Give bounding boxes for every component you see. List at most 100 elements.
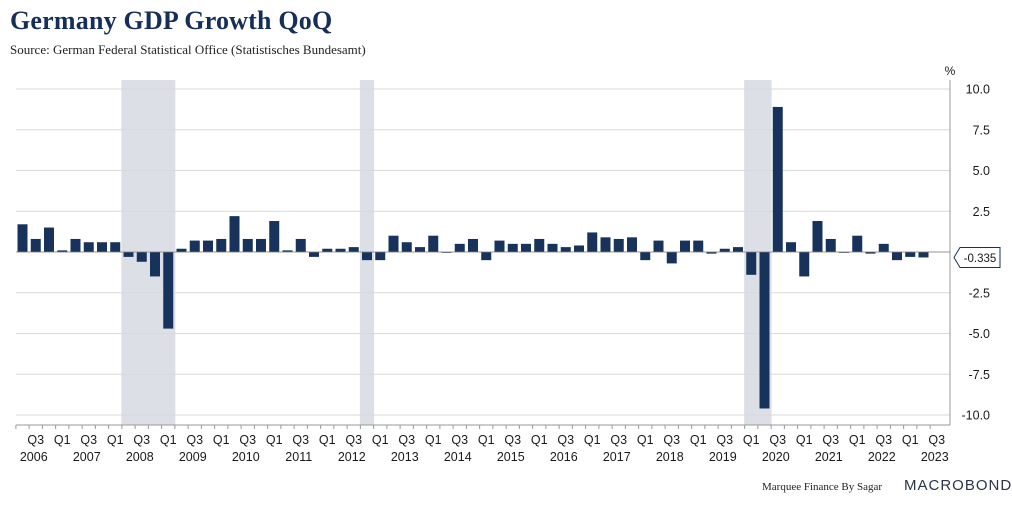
x-quarter-label: Q3 [239,433,256,447]
bar-2011Q3 [295,238,306,252]
x-year-label: 2018 [656,450,684,464]
x-quarter-label: Q1 [54,433,71,447]
bar-2016Q4 [574,245,584,252]
x-quarter-label: Q1 [531,433,548,447]
x-quarter-label: Q3 [610,433,627,447]
bar-2014Q1 [428,235,439,252]
x-quarter-label: Q3 [504,433,521,447]
bar-2013Q2 [388,235,399,252]
x-quarter-label: Q1 [584,433,601,447]
x-year-label: 2011 [285,450,312,464]
x-quarter-label: Q1 [796,433,813,447]
bar-2022Q2 [865,252,876,254]
bar-2009Q4 [203,240,213,252]
bar-2017Q1 [587,232,598,252]
x-year-label: 2009 [179,450,207,464]
bar-2022Q4 [892,252,902,261]
y-tick-label: -5.0 [968,327,990,341]
bar-2006Q4 [44,227,54,252]
x-quarter-label: Q1 [213,433,230,447]
x-quarter-label: Q3 [716,433,733,447]
last-value-callout: -0.335 [953,246,1001,268]
bar-2015Q1 [481,252,492,261]
bar-2010Q4 [256,238,266,252]
bar-2019Q4 [733,247,743,252]
bar-2020Q4 [786,242,796,252]
x-quarter-label: Q3 [345,433,362,447]
bar-2021Q1 [799,252,810,277]
x-quarter-label: Q1 [902,433,919,447]
bar-2011Q2 [282,250,293,252]
last-value-box [953,246,1001,268]
bar-2017Q3 [613,238,624,252]
bar-2023Q1 [905,252,916,257]
y-tick-label: 2.5 [973,205,990,219]
x-year-label: 2007 [73,450,101,464]
x-quarter-label: Q3 [186,433,203,447]
bar-2016Q1 [534,238,545,252]
x-year-label: 2019 [709,450,737,464]
x-quarter-label: Q3 [27,433,44,447]
x-quarter-label: Q3 [80,433,97,447]
bar-2017Q4 [627,237,637,252]
bar-2018Q3 [666,252,677,264]
x-quarter-label: Q1 [690,433,707,447]
bar-2012Q2 [335,248,346,252]
bar-2008Q2 [123,252,134,257]
bar-2009Q2 [176,248,187,252]
bar-2016Q2 [547,243,558,252]
x-year-label: 2015 [497,450,525,464]
bar-2013Q3 [401,242,412,252]
x-quarter-label: Q1 [743,433,760,447]
x-quarter-label: Q1 [425,433,442,447]
y-tick-label: 7.5 [973,123,990,137]
x-quarter-label: Q3 [557,433,574,447]
bar-2008Q1 [110,242,121,252]
bar-2012Q3 [348,247,359,252]
bar-2015Q2 [494,240,505,252]
x-quarter-label: Q3 [769,433,786,447]
bar-2018Q4 [680,240,690,252]
y-tick-label: -7.5 [968,368,990,382]
bar-2017Q2 [600,237,611,252]
x-quarter-label: Q3 [928,433,945,447]
bar-2006Q2 [17,224,28,252]
footer-credit: Marquee Finance By Sagar [762,481,883,493]
x-year-label: 2023 [921,450,949,464]
x-year-label: 2010 [232,450,260,464]
brand-logo: MACROBOND [904,477,1012,494]
x-quarter-label: Q3 [133,433,150,447]
bar-2013Q1 [375,252,386,261]
chart-title: Germany GDP Growth QoQ [10,6,333,35]
x-quarter-label: Q1 [849,433,866,447]
x-quarter-label: Q1 [319,433,336,447]
bar-2009Q3 [189,240,200,252]
y-axis-unit: % [945,64,956,78]
y-tick-label: 10.0 [966,83,990,97]
y-tick-label: -10.0 [962,409,991,423]
x-year-label: 2016 [550,450,578,464]
last-value-label: -0.335 [964,253,997,265]
bar-2010Q1 [216,238,227,252]
bar-2013Q4 [415,247,425,252]
bar-2019Q1 [693,240,704,252]
bar-2010Q2 [229,216,240,252]
x-year-label: 2006 [20,450,48,464]
bar-2016Q3 [560,247,571,252]
bar-2007Q4 [97,242,107,252]
bar-2007Q3 [83,242,94,252]
bar-2010Q3 [242,238,253,252]
x-year-label: 2013 [391,450,419,464]
x-year-label: 2021 [815,450,843,464]
bar-2018Q1 [640,252,651,261]
bar-2020Q1 [746,252,757,275]
x-year-label: 2014 [444,450,472,464]
x-year-label: 2020 [762,450,790,464]
x-quarter-label: Q3 [292,433,309,447]
x-quarter-label: Q1 [107,433,124,447]
chart-subtitle: Source: German Federal Statistical Offic… [10,42,366,57]
bar-2019Q2 [706,252,717,254]
x-quarter-label: Q3 [663,433,680,447]
bar-2014Q4 [468,238,478,252]
